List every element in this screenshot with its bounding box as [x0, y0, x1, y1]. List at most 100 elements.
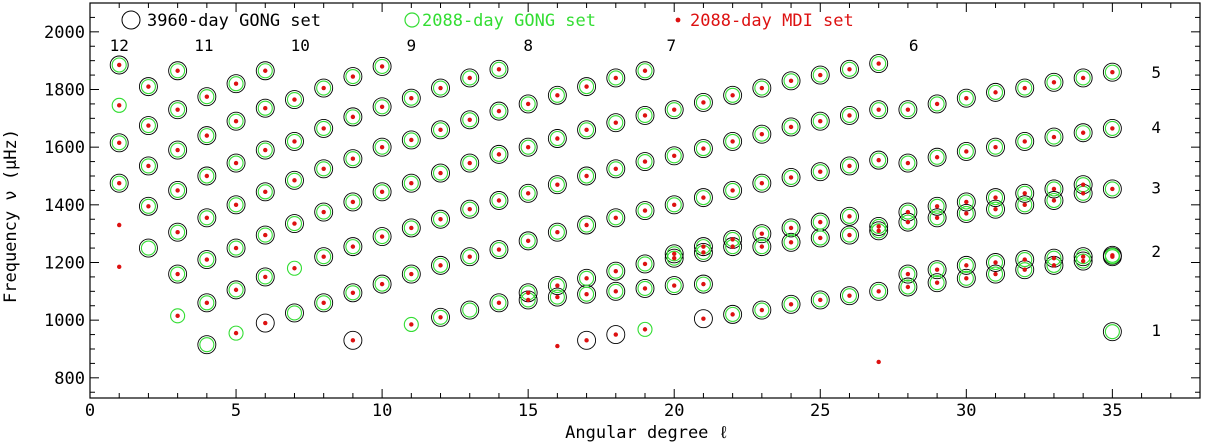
gong3960-circle [197, 208, 217, 228]
mdi-dot [905, 209, 911, 215]
gong3960-circle [431, 78, 450, 98]
mdi-dot [555, 136, 560, 141]
gong3960-circle [781, 294, 801, 314]
mdi-dot [876, 224, 881, 229]
mdi-dot [117, 264, 122, 270]
gong3960-circle [226, 74, 246, 94]
mdi-dot [146, 84, 151, 89]
mdi-dot [1022, 191, 1027, 196]
gong2088-circle [549, 87, 565, 103]
gong3960-circle [547, 129, 567, 148]
mdi-dot [730, 237, 735, 242]
gong2088-circle [228, 282, 244, 298]
legend-marker-3960-gong [121, 10, 141, 30]
mdi-dot [117, 62, 122, 68]
gong3960-circle [431, 163, 450, 183]
gong2088-circle [1104, 64, 1120, 80]
gong3960-circle [693, 309, 713, 329]
gong2088-circle [199, 89, 215, 105]
mdi-dot [438, 315, 443, 320]
gong2088-circle [783, 169, 799, 185]
mdi-dot [730, 188, 735, 193]
gong2088-circle [403, 266, 419, 282]
mdi-dot [964, 211, 969, 216]
gong3960-circle [1102, 247, 1122, 267]
gong2088-circle [199, 210, 215, 226]
mdi-dot [905, 160, 911, 166]
gong2088-circle [403, 175, 419, 191]
mdi-dot [818, 72, 823, 78]
gong3960-circle [898, 277, 918, 297]
gong2088-circle [1046, 192, 1062, 209]
gong2088-circle [695, 190, 711, 206]
gong2088-circle [549, 130, 565, 147]
gong2088-circle [228, 113, 244, 129]
mdi-dot [672, 153, 677, 159]
gong3960-circle [927, 260, 947, 280]
mdi-dot [1051, 255, 1057, 261]
gong2088-circle [1046, 129, 1062, 145]
gong2088-circle [579, 79, 595, 95]
gong2088-circle [462, 155, 478, 171]
mdi-dot [379, 281, 385, 287]
mdi-dot [1110, 69, 1115, 75]
gong3960-circle [255, 98, 275, 118]
gong3960-circle [723, 85, 743, 105]
gong2088-circle [199, 168, 215, 184]
gong2088-circle [316, 161, 332, 177]
gong3960-circle [518, 94, 538, 114]
gong2088-circle [754, 175, 770, 191]
gong2088-circle [374, 139, 390, 155]
mdi-dot [496, 198, 502, 203]
mdi-dot [672, 283, 677, 288]
mdi-dot [525, 101, 531, 107]
gong3960-circle [869, 221, 889, 241]
gong2088-circle [111, 57, 127, 73]
x-tick-label: 5 [231, 401, 241, 421]
gong3960-circle [752, 300, 772, 320]
mdi-dot [876, 228, 881, 233]
gong3960-circle [1015, 183, 1035, 203]
mdi-dot [759, 85, 765, 91]
mdi-dot [905, 271, 911, 277]
mdi-dot [701, 244, 706, 249]
gong2088-circle [286, 172, 303, 188]
gong3960-circle [1073, 247, 1093, 267]
gong3960-circle [431, 209, 450, 229]
mdi-dot [467, 75, 472, 81]
mdi-dot [233, 160, 239, 166]
gong2088-circle [579, 217, 595, 233]
gong2088-circle [958, 194, 974, 210]
gong2088-circle [1075, 70, 1091, 86]
gong2088-circle [637, 107, 653, 123]
mdi-dot [1051, 263, 1057, 268]
mdi-dot [525, 144, 531, 150]
mdi-dot [1051, 198, 1057, 203]
y-tick-label: 2000 [44, 23, 85, 43]
mdi-dot [818, 219, 823, 225]
gong3960-circle [226, 153, 246, 173]
gong2088-circle [432, 165, 449, 181]
gong2088-circle [958, 143, 974, 160]
gong2088-circle [491, 103, 507, 119]
gong3960-circle [986, 188, 1005, 208]
gong2088-circle [987, 266, 1004, 282]
gong3960-circle [986, 199, 1005, 219]
gong3960-circle [460, 110, 480, 130]
gong2088-circle [199, 128, 215, 144]
gong2088-circle [579, 168, 595, 184]
gong3960-circle [781, 167, 801, 187]
gong2088-circle [432, 211, 449, 227]
gong3960-circle [869, 281, 889, 301]
gong3960-circle [1044, 127, 1064, 147]
gong3960-circle [927, 147, 947, 167]
mdi-dot [613, 120, 618, 125]
gong3960-circle [1015, 78, 1035, 98]
gong3960-circle [431, 120, 450, 140]
gong2088-circle [871, 223, 887, 239]
mdi-dot [1051, 134, 1057, 140]
gong2088-circle [432, 257, 449, 273]
gong2088-circle [608, 263, 624, 279]
mdi-dot [993, 195, 998, 200]
gong2088-circle [929, 262, 945, 278]
